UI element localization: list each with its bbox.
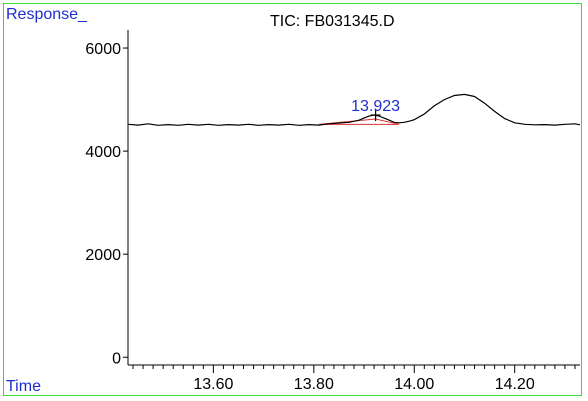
integration-baseline bbox=[318, 118, 400, 125]
x-tick-label: 13.80 bbox=[294, 376, 334, 393]
x-axis-label: Time bbox=[6, 378, 41, 395]
peak-annotation: 13.923 bbox=[351, 98, 400, 122]
x-tick-label: 14.20 bbox=[495, 376, 535, 393]
chart-frame bbox=[3, 3, 582, 396]
chart-title: TIC: FB031345.D bbox=[270, 13, 395, 30]
axis-ticks bbox=[123, 47, 576, 373]
y-tick-label: 0 bbox=[112, 350, 121, 367]
y-tick-label: 6000 bbox=[85, 41, 121, 58]
x-tick-label: 13.60 bbox=[193, 376, 233, 393]
y-axis-label: Response_ bbox=[6, 6, 88, 23]
peak-label: 13.923 bbox=[351, 98, 400, 115]
x-tick-label: 14.00 bbox=[394, 376, 434, 393]
y-tick-label: 4000 bbox=[85, 144, 121, 161]
y-tick-label: 2000 bbox=[85, 247, 121, 264]
axis-tick-labels: 0 2000 4000 6000 13.60 13.80 14.00 14.20 bbox=[85, 41, 534, 393]
